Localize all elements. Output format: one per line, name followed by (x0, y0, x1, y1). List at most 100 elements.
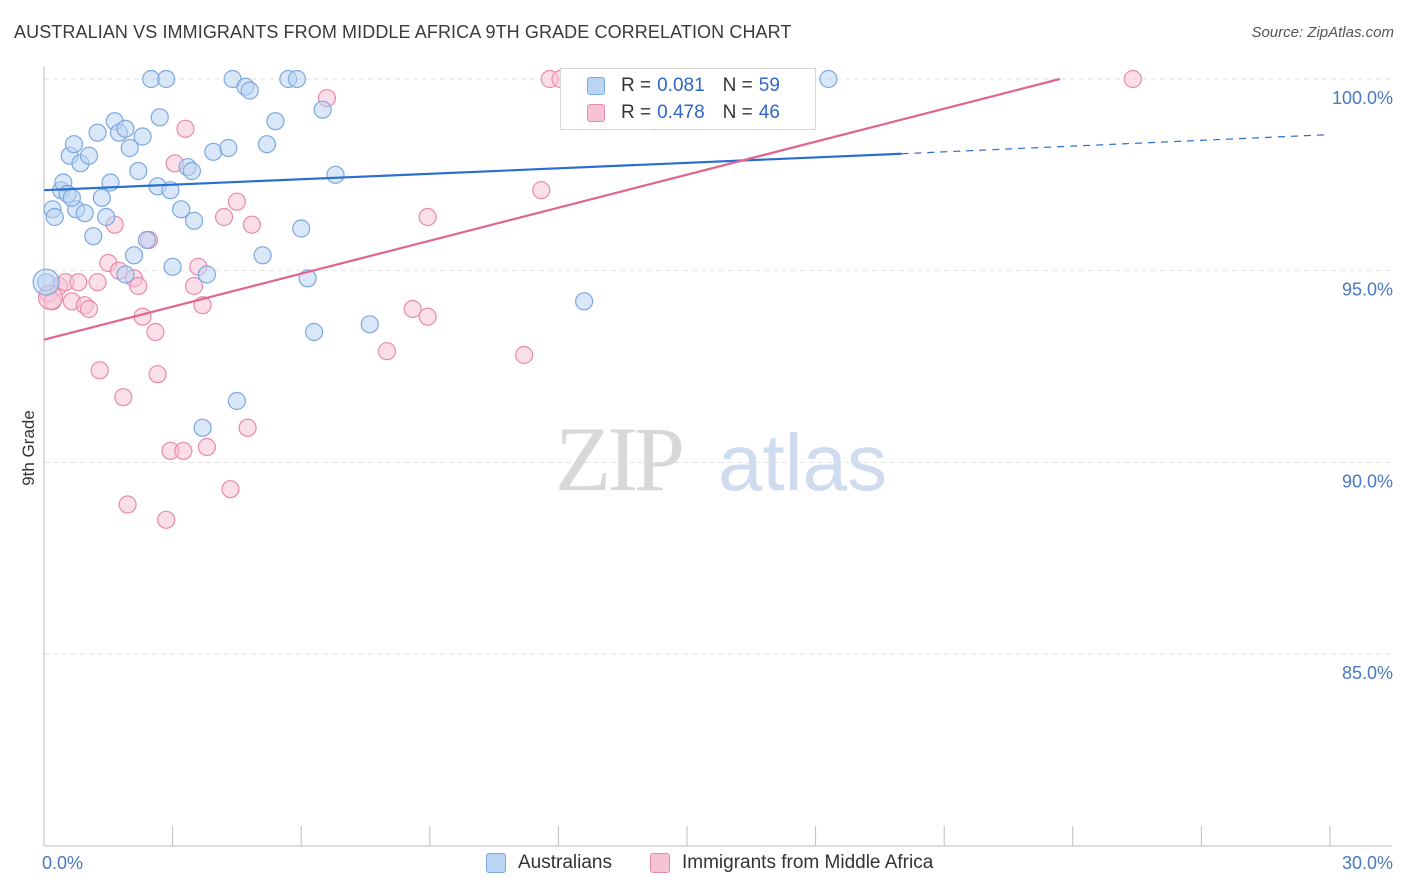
australians-point-57 (62, 188, 81, 207)
australians-point-34 (184, 211, 204, 230)
australians-point-51 (326, 165, 345, 184)
immigrants-point-34 (242, 215, 262, 234)
immigrants-point-45 (1123, 69, 1142, 89)
australians-point-52 (360, 315, 379, 334)
bottom-legend-label-immigrants: Immigrants from Middle Africa (682, 852, 934, 873)
immigrants-point-33 (238, 418, 257, 437)
immigrants-point-19 (146, 322, 165, 342)
legend-r-label: R = (621, 75, 652, 96)
y-tick-label-2: 90.0% (1342, 471, 1393, 491)
australians-point-56 (116, 265, 135, 284)
gridlines (44, 78, 1392, 655)
legend-n-label: N = (722, 102, 753, 123)
australians-point-54 (575, 292, 594, 311)
immigrants-point-7 (79, 299, 99, 319)
immigrants-point-21 (157, 510, 176, 529)
y-tick-label-1: 95.0% (1342, 280, 1393, 300)
australians-point-46 (287, 69, 307, 89)
australians-point-36 (204, 142, 223, 161)
bottom-legend-swatch-immigrants (650, 853, 670, 873)
australians-point-cluster (32, 268, 60, 296)
australians-point-49 (304, 322, 324, 342)
chart-source: Source: ZipAtlas.com (1251, 24, 1394, 41)
australians-point-55 (819, 69, 838, 89)
immigrants-point-38 (418, 307, 437, 326)
australians-point-31 (172, 200, 191, 219)
australians-point-44 (266, 112, 285, 131)
immigrants-point-29 (197, 437, 216, 457)
bottom-legend-swatch-australians (486, 853, 506, 873)
immigrants-point-8 (88, 273, 107, 292)
legend-n-label: N = (722, 75, 753, 96)
australians-point-12 (84, 227, 103, 246)
australians-point-23 (133, 127, 152, 146)
immigrants-point-37 (403, 299, 422, 319)
immigrants-point-26 (184, 276, 204, 296)
bottom-legend-immigrants[interactable]: Immigrants from Middle Africa (650, 852, 933, 874)
immigrants-point-32 (227, 192, 246, 211)
legend-r-immigrants: 0.478 (657, 102, 705, 123)
australians-point-13 (88, 123, 107, 142)
legend-n-australians: 59 (758, 75, 780, 96)
australians-point-42 (253, 246, 272, 265)
australians-point-50 (313, 100, 332, 119)
immigrants-point-24 (174, 441, 193, 460)
australians-point-7 (64, 135, 84, 154)
australians-point-39 (227, 391, 246, 411)
immigrants-point-9 (90, 361, 109, 380)
immigrants-point-36 (377, 342, 397, 361)
legend-r-australians: 0.081 (657, 75, 705, 96)
bottom-legend: Australians Immigrants from Middle Afric… (0, 852, 1406, 878)
immigrants-point-20 (148, 365, 167, 384)
y-tick-label-3: 85.0% (1342, 663, 1393, 683)
australians-point-14 (92, 188, 111, 207)
x-tick-label-min: 0.0% (42, 853, 83, 873)
australians-point-28 (157, 69, 176, 89)
y-axis-label: 9th Grade (19, 410, 38, 486)
immigrants-point-13 (114, 388, 133, 407)
watermark-zip: ZIP (555, 408, 682, 510)
immigrants-point-39 (418, 207, 437, 227)
legend-row-immigrants: R = 0.478 N = 46 (587, 100, 788, 126)
australians-point-22 (129, 161, 148, 181)
trend-australians (43, 152, 902, 192)
australians-point-37 (219, 138, 238, 158)
legend-swatch-immigrants (587, 104, 605, 122)
legend-r-label: R = (621, 102, 652, 123)
x-tick-label-max: 30.0% (1342, 853, 1393, 873)
bottom-legend-australians[interactable]: Australians (486, 852, 612, 874)
australians-point-15 (97, 207, 116, 227)
australians-point-58 (193, 418, 212, 437)
legend-row-australians: R = 0.081 N = 59 (587, 73, 788, 99)
australians-point-2 (45, 207, 64, 227)
australians-point-21 (124, 246, 144, 265)
watermark: ZIP atlas (555, 408, 887, 510)
australians-point-35 (197, 265, 216, 284)
immigrants-point-30 (214, 207, 234, 227)
australians-point-19 (116, 119, 135, 138)
immigrants-point-41 (532, 181, 551, 200)
axes (43, 66, 1392, 847)
watermark-atlas: atlas (718, 418, 887, 507)
immigrants-point-31 (221, 480, 240, 499)
australians-point-47 (292, 219, 311, 238)
australians-point-33 (182, 161, 201, 181)
australians-point-20 (120, 138, 139, 158)
australians-point-43 (257, 135, 277, 154)
australians-point-27 (150, 108, 169, 127)
immigrants-point-25 (176, 119, 195, 138)
immigrants-point-40 (515, 345, 534, 365)
trend-immigrants (43, 77, 1061, 341)
immigrants-point-5 (69, 273, 88, 292)
australians-point-30 (163, 257, 182, 276)
australians-point-41 (240, 81, 259, 100)
australians-point-24 (137, 230, 156, 250)
australians-point-10 (75, 204, 94, 223)
australians-point-11 (79, 146, 99, 165)
trend-lines (43, 77, 1331, 341)
immigrants-point-14 (118, 495, 137, 514)
legend-swatch-australians (587, 77, 605, 95)
trend-australians-extension (901, 133, 1331, 155)
chart-title: AUSTRALIAN VS IMMIGRANTS FROM MIDDLE AFR… (14, 22, 792, 42)
